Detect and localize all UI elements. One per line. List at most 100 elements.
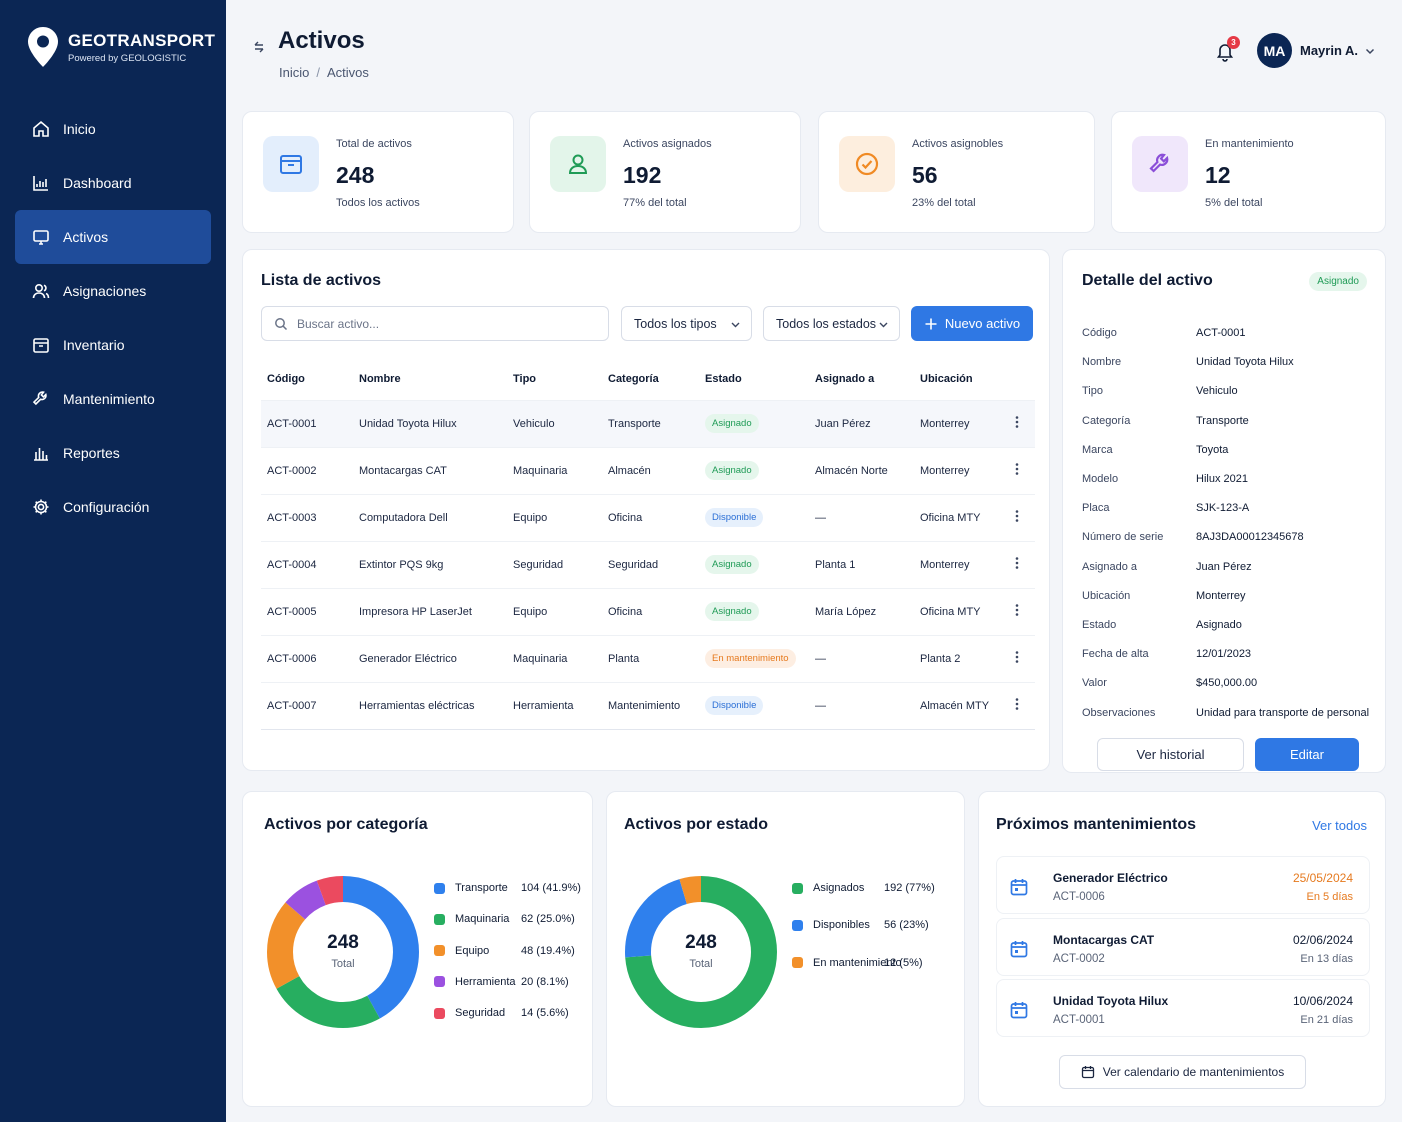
- user-name[interactable]: Mayrin A.: [1300, 43, 1359, 58]
- cell-code: ACT-0003: [261, 493, 353, 541]
- legend-label: Seguridad: [455, 1007, 506, 1020]
- legend-label: Asignados: [813, 882, 865, 894]
- column-header[interactable]: Nombre: [359, 372, 401, 385]
- column-header[interactable]: Estado: [705, 372, 742, 385]
- more-options-icon[interactable]: [1010, 697, 1024, 711]
- table-row[interactable]: ACT-0001 Unidad Toyota Hilux Vehiculo Trans…: [261, 399, 1035, 447]
- stat-value: 192: [623, 162, 662, 188]
- cell-code: ACT-0002: [261, 446, 353, 494]
- status-badge: Asignado: [705, 555, 759, 574]
- state-filter-select[interactable]: Todos los estados: [763, 306, 900, 341]
- cell-code: ACT-0001: [261, 399, 353, 447]
- collapse-sidebar-icon[interactable]: [252, 40, 266, 54]
- stat-label: Total de activos: [336, 138, 412, 150]
- detail-label: Categoría: [1082, 414, 1131, 427]
- edit-button[interactable]: Editar: [1255, 738, 1359, 771]
- legend-swatch: [792, 882, 803, 894]
- cell-state: En mantenimiento: [699, 634, 809, 682]
- cell-name: Unidad Toyota Hilux: [353, 399, 507, 447]
- donut-slice-equipo[interactable]: [267, 876, 419, 1028]
- cell-location: Monterrey: [914, 399, 1004, 447]
- chart-icon: [33, 176, 48, 191]
- state-filter-value: Todos los estados: [776, 316, 877, 331]
- legend-item[interactable]: Equipo: [434, 945, 489, 957]
- table-row[interactable]: ACT-0006 Generador Eléctrico Maquinaria Pla…: [261, 634, 1035, 682]
- search-input[interactable]: Buscar activo...: [261, 306, 609, 341]
- cell-actions: [1004, 540, 1035, 588]
- table-row[interactable]: ACT-0005 Impresora HP LaserJet Equipo Ofici…: [261, 587, 1035, 635]
- cell-name: Impresora HP LaserJet: [353, 587, 507, 635]
- type-filter-select[interactable]: Todos los tipos: [621, 306, 752, 341]
- legend-item[interactable]: Asignados: [792, 882, 864, 894]
- legend-swatch: [434, 882, 445, 894]
- cell-location: Oficina MTY: [914, 587, 1004, 635]
- chevron-down-icon[interactable]: [1364, 45, 1376, 57]
- detail-value: Transporte: [1196, 414, 1249, 427]
- box-icon: [33, 338, 49, 353]
- legend-swatch: [434, 976, 445, 988]
- chevron-down-icon: [879, 322, 888, 328]
- avatar[interactable]: MA: [1257, 33, 1292, 68]
- sidebar-item-dashboard[interactable]: Dashboard: [15, 156, 211, 210]
- table-row[interactable]: ACT-0003 Computadora Dell Equipo Oficina Dis…: [261, 493, 1035, 541]
- cell-name: Computadora Dell: [353, 493, 507, 541]
- column-header[interactable]: Asignado a: [815, 372, 875, 385]
- view-history-button[interactable]: Ver historial: [1097, 738, 1244, 771]
- sidebar-item-label: Activos: [63, 229, 109, 245]
- maintenance-code: ACT-0002: [1053, 952, 1105, 965]
- table-row[interactable]: ACT-0007 Herramientas eléctricas Herramien…: [261, 681, 1035, 730]
- see-all-link[interactable]: Ver todos: [1312, 818, 1367, 833]
- maintenance-item[interactable]: Unidad Toyota Hilux ACT-0001 10/06/2024 En …: [996, 979, 1370, 1037]
- sidebar-item-mantenimiento[interactable]: Mantenimiento: [15, 372, 211, 426]
- column-header[interactable]: Código: [267, 372, 305, 385]
- column-header[interactable]: Ubicación: [920, 372, 973, 385]
- check-circle-icon: [855, 152, 879, 176]
- more-options-icon[interactable]: [1010, 650, 1024, 664]
- breadcrumb: Inicio / Activos: [279, 65, 369, 80]
- column-header[interactable]: Tipo: [513, 372, 537, 385]
- more-options-icon[interactable]: [1010, 509, 1024, 523]
- table-row[interactable]: ACT-0004 Extintor PQS 9kg Seguridad Segurid…: [261, 540, 1035, 588]
- donut-slice-en-mantenimiento[interactable]: [625, 876, 777, 1028]
- cell-assigned: —: [809, 634, 914, 682]
- donut-slice-maquinaria[interactable]: [267, 876, 419, 1028]
- stat-sub: 23% del total: [912, 197, 976, 209]
- donut-slice-disponibles[interactable]: [625, 876, 777, 1028]
- logo[interactable]: GEOTRANSPORT Powered by GEOLOGISTIC: [26, 26, 215, 68]
- sidebar-item-label: Configuración: [63, 499, 150, 515]
- maintenance-item[interactable]: Generador Eléctrico ACT-0006 25/05/2024 En …: [996, 856, 1370, 914]
- sidebar-item-activos[interactable]: Activos: [15, 210, 211, 264]
- detail-label: Asignado a: [1082, 560, 1138, 573]
- more-options-icon[interactable]: [1010, 603, 1024, 617]
- sidebar-item-inicio[interactable]: Inicio: [15, 102, 211, 156]
- maintenance-calendar-button[interactable]: Ver calendario de mantenimientos: [1059, 1055, 1306, 1089]
- new-asset-button[interactable]: Nuevo activo: [911, 306, 1033, 341]
- sidebar-item-inventario[interactable]: Inventario: [15, 318, 211, 372]
- sidebar-item-reportes[interactable]: Reportes: [15, 426, 211, 480]
- donut-chart-estado: [625, 876, 777, 1028]
- legend-value: 62 (25.0%): [521, 913, 575, 926]
- legend-item[interactable]: Disponibles: [792, 919, 870, 931]
- more-options-icon[interactable]: [1010, 415, 1024, 429]
- cell-type: Equipo: [507, 493, 602, 541]
- legend-item[interactable]: Herramienta: [434, 976, 516, 988]
- table-row[interactable]: ACT-0002 Montacargas CAT Maquinaria Almacén…: [261, 446, 1035, 494]
- cell-type: Equipo: [507, 587, 602, 635]
- asset-table: Código Nombre Tipo Categoría Estado Asig…: [261, 358, 1035, 730]
- column-header[interactable]: Categoría: [608, 372, 659, 385]
- maintenance-item[interactable]: Montacargas CAT ACT-0002 02/06/2024 En 13 d…: [996, 917, 1370, 976]
- legend-label: Maquinaria: [455, 913, 510, 926]
- donut-slice-seguridad[interactable]: [267, 876, 419, 1028]
- maintenance-date: 10/06/2024: [1292, 994, 1353, 1008]
- sidebar-item-asignaciones[interactable]: Asignaciones: [15, 264, 211, 318]
- legend-item[interactable]: Maquinaria: [434, 913, 509, 925]
- legend-item[interactable]: Transporte: [434, 882, 508, 894]
- breadcrumb-inicio[interactable]: Inicio: [279, 65, 310, 80]
- more-options-icon[interactable]: [1010, 462, 1024, 476]
- legend-item[interactable]: En mantenimiento: [792, 957, 902, 969]
- legend-item[interactable]: Seguridad: [434, 1007, 505, 1019]
- chart-card-categoria: Activos por categoría 248 Total Transpor…: [242, 791, 593, 1107]
- sidebar-item-configuracion[interactable]: Configuración: [15, 480, 211, 534]
- cell-code: ACT-0007: [261, 681, 353, 730]
- more-options-icon[interactable]: [1010, 556, 1024, 570]
